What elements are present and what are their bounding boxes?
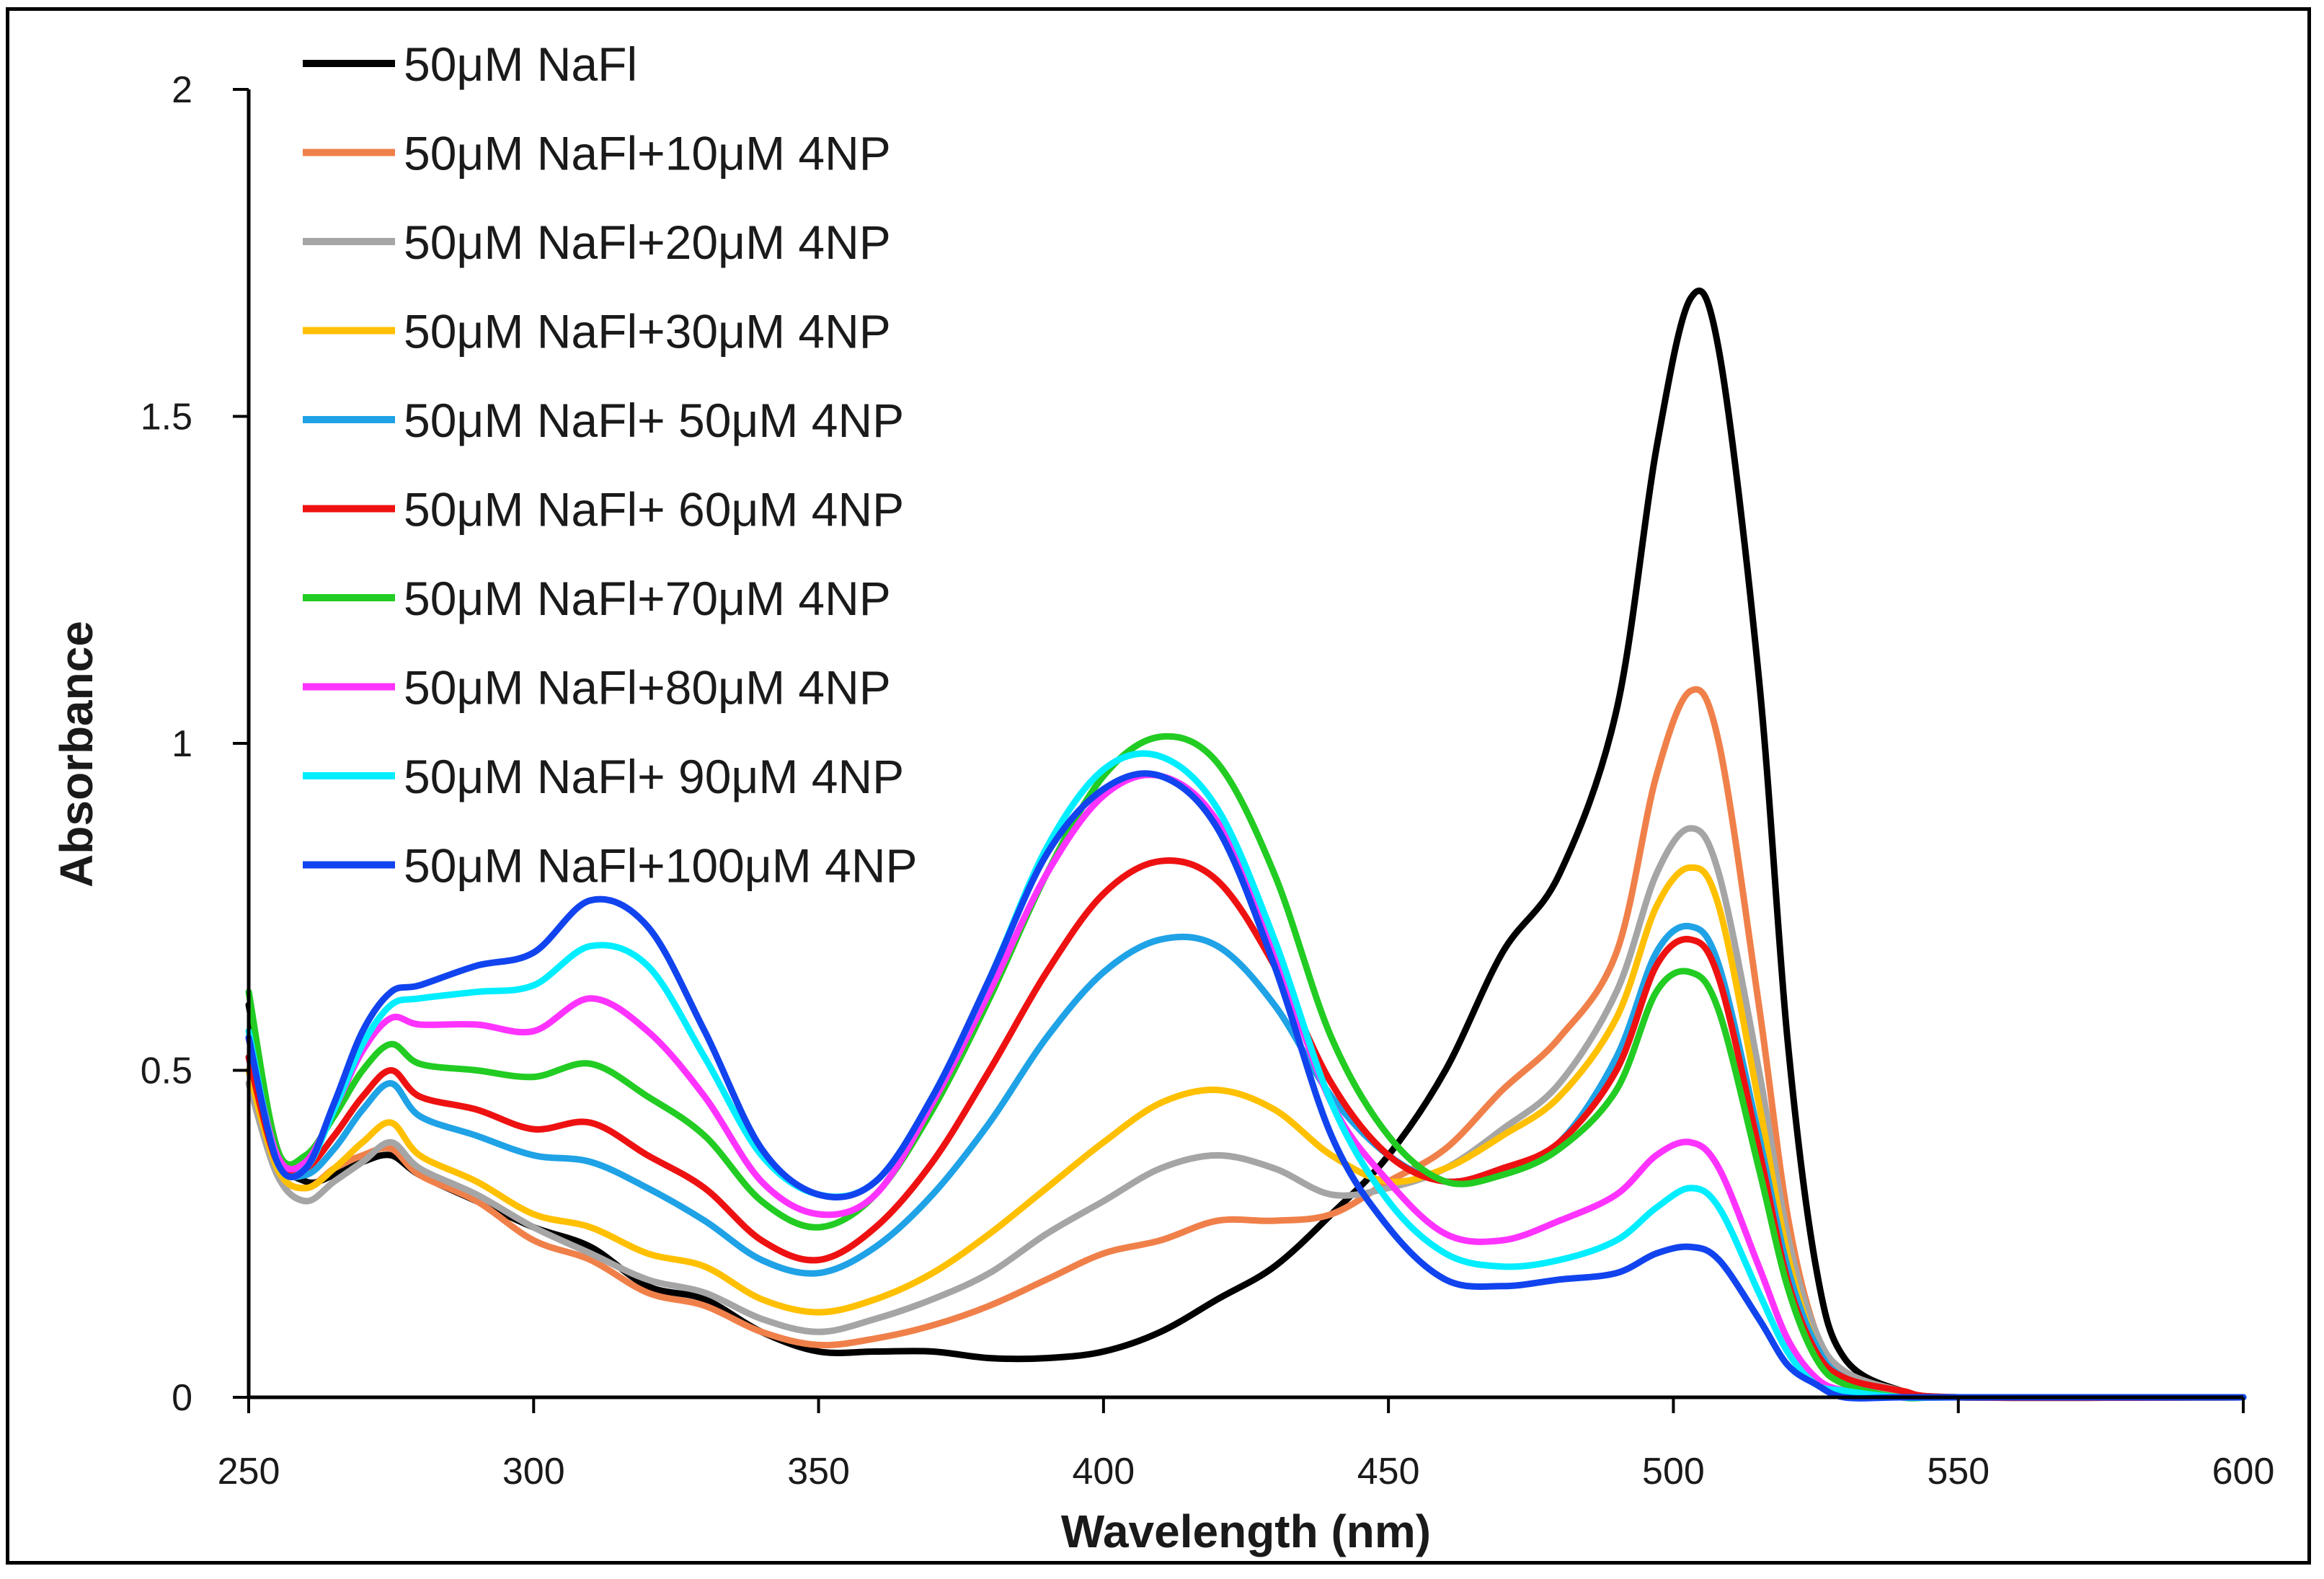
x-tick-label: 550 (1927, 1451, 1990, 1492)
legend: 50μM NaFl 50μM NaFl+10μM 4NP 50μM NaFl+20μ… (303, 37, 918, 893)
y-tick-label: 1.5 (141, 397, 192, 438)
legend-label: 50μM NaFl+70μM 4NP (404, 572, 891, 625)
legend-label: 50μM NaFl (404, 37, 637, 91)
x-tick-label: 450 (1357, 1451, 1420, 1492)
x-tick-label: 250 (218, 1451, 280, 1492)
series-line-7 (245, 733, 2247, 1402)
ticks: 0 0.5 1 1.5 2 250 300 350 400 450 500 550 600 (141, 69, 2275, 1492)
y-tick-label: 1 (172, 723, 192, 765)
y-tick-label: 0.5 (141, 1051, 192, 1092)
series-line-2 (245, 686, 2247, 1402)
axes (247, 89, 2243, 1399)
x-tick-label: 350 (787, 1451, 850, 1492)
x-tick-label: 600 (2212, 1451, 2275, 1492)
series-line-3 (245, 825, 2247, 1402)
legend-label: 50μM NaFl+ 60μM 4NP (404, 483, 904, 536)
legend-label: 50μM NaFl+20μM 4NP (404, 216, 891, 269)
x-axis-title: Wavelength (nm) (1061, 1505, 1431, 1557)
y-tick-label: 2 (172, 69, 192, 111)
legend-label: 50μM NaFl+80μM 4NP (404, 661, 891, 715)
legend-label: 50μM NaFl+100μM 4NP (404, 839, 918, 893)
legend-label: 50μM NaFl+10μM 4NP (404, 127, 891, 180)
series-line-10 (245, 770, 2247, 1402)
legend-label: 50μM NaFl+30μM 4NP (404, 305, 891, 358)
y-tick-label: 0 (172, 1377, 192, 1419)
x-tick-label: 500 (1642, 1451, 1705, 1492)
chart-frame (6, 7, 2311, 1565)
x-tick-label: 400 (1072, 1451, 1135, 1492)
series-line-4 (245, 864, 2247, 1402)
plot-series (245, 287, 2247, 1402)
legend-label: 50μM NaFl+ 50μM 4NP (404, 394, 904, 447)
y-axis-title: Absorbance (50, 621, 102, 888)
legend-label: 50μM NaFl+ 90μM 4NP (404, 750, 904, 803)
x-tick-label: 300 (502, 1451, 565, 1492)
series-line-9 (245, 750, 2247, 1402)
